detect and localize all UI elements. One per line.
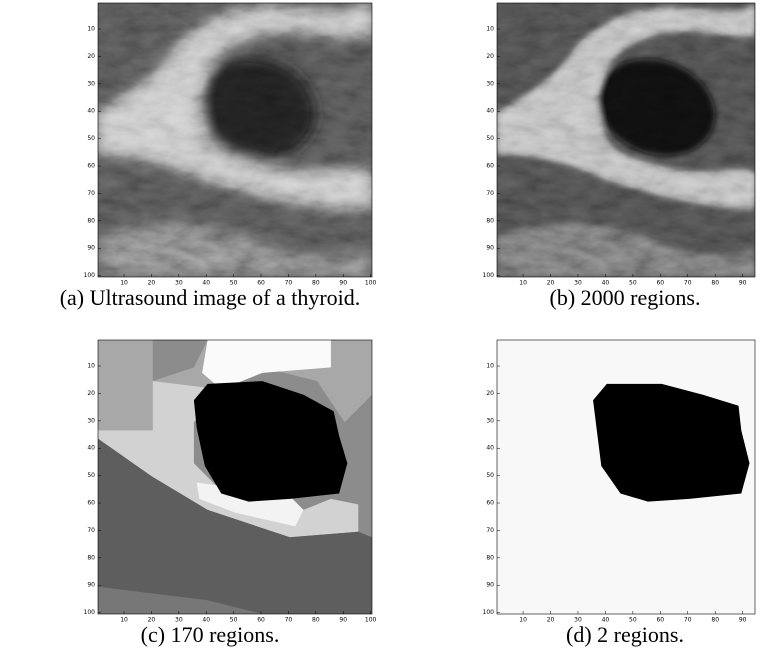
y-tick-label: 30 [486, 80, 494, 87]
y-tick-label: 40 [87, 445, 95, 452]
x-tick-label: 70 [684, 280, 692, 287]
y-tick-label: 90 [87, 582, 95, 589]
y-tick-label: 20 [87, 390, 95, 397]
x-tick-label: 80 [711, 280, 719, 287]
x-tick-label: 30 [574, 280, 582, 287]
x-tick-label: 40 [202, 617, 210, 624]
x-tick-label: 20 [148, 280, 156, 287]
x-tick-label: 10 [519, 617, 527, 624]
y-tick-label: 100 [483, 272, 495, 279]
x-tick-label: 100 [365, 280, 377, 287]
y-tick-label: 50 [486, 135, 494, 142]
y-tick-label: 30 [87, 417, 95, 424]
x-tick-label: 10 [519, 280, 527, 287]
x-tick-label: 20 [547, 280, 555, 287]
x-tick-label: 90 [739, 280, 747, 287]
y-tick-label: 60 [87, 163, 95, 170]
y-tick-label: 80 [87, 217, 95, 224]
caption: (a) Ultrasound image of a thyroid. [60, 285, 361, 310]
y-tick-label: 100 [483, 609, 495, 616]
y-tick-label: 20 [486, 390, 494, 397]
y-tick-label: 10 [87, 363, 95, 370]
x-tick-label: 50 [629, 617, 637, 624]
y-tick-label: 70 [87, 527, 95, 534]
x-tick-label: 70 [285, 617, 293, 624]
x-tick-label: 40 [202, 280, 210, 287]
x-tick-label: 80 [711, 617, 719, 624]
x-tick-label: 60 [656, 280, 664, 287]
y-tick-label: 50 [87, 472, 95, 479]
x-tick-label: 20 [547, 617, 555, 624]
x-tick-label: 50 [629, 280, 637, 287]
x-tick-label: 40 [602, 280, 610, 287]
segmentation-170 [98, 340, 372, 614]
y-tick-label: 70 [87, 190, 95, 197]
x-tick-label: 40 [602, 617, 610, 624]
caption: (c) 170 regions. [141, 622, 280, 647]
axes-frame [496, 339, 756, 615]
segmentation-2 [497, 340, 755, 614]
axes-frame [97, 2, 373, 278]
segmentation-2000 [497, 3, 755, 277]
x-tick-label: 30 [175, 617, 183, 624]
y-tick-label: 60 [486, 500, 494, 507]
y-tick-label: 100 [84, 272, 96, 279]
y-tick-label: 100 [84, 609, 96, 616]
x-tick-label: 10 [120, 280, 128, 287]
y-tick-label: 70 [486, 190, 494, 197]
axes-frame [496, 2, 756, 278]
x-tick-label: 50 [230, 617, 238, 624]
y-tick-label: 50 [87, 135, 95, 142]
x-tick-label: 70 [285, 280, 293, 287]
x-tick-label: 30 [574, 617, 582, 624]
y-tick-label: 70 [486, 527, 494, 534]
caption: (d) 2 regions. [566, 622, 684, 647]
y-tick-label: 30 [486, 417, 494, 424]
ultrasound-image [98, 3, 372, 277]
x-tick-label: 80 [312, 280, 320, 287]
x-tick-label: 60 [257, 280, 265, 287]
y-tick-label: 10 [486, 26, 494, 33]
x-tick-label: 90 [339, 617, 347, 624]
y-tick-label: 20 [486, 53, 494, 60]
y-tick-label: 40 [486, 108, 494, 115]
y-tick-label: 90 [87, 245, 95, 252]
x-tick-label: 100 [365, 617, 377, 624]
y-tick-label: 10 [87, 26, 95, 33]
y-tick-label: 10 [486, 363, 494, 370]
caption: (b) 2000 regions. [550, 285, 701, 310]
x-tick-label: 90 [739, 617, 747, 624]
y-tick-label: 80 [87, 554, 95, 561]
axes-frame [97, 339, 373, 615]
y-tick-label: 50 [486, 472, 494, 479]
y-tick-label: 40 [486, 445, 494, 452]
y-tick-label: 30 [87, 80, 95, 87]
x-tick-label: 50 [230, 280, 238, 287]
y-tick-label: 90 [486, 582, 494, 589]
y-tick-label: 90 [486, 245, 494, 252]
x-tick-label: 80 [312, 617, 320, 624]
x-tick-label: 30 [175, 280, 183, 287]
y-tick-label: 40 [87, 108, 95, 115]
x-tick-label: 90 [339, 280, 347, 287]
y-tick-label: 60 [486, 163, 494, 170]
y-tick-label: 80 [486, 554, 494, 561]
x-tick-label: 70 [684, 617, 692, 624]
y-tick-label: 80 [486, 217, 494, 224]
y-tick-label: 20 [87, 53, 95, 60]
x-tick-label: 10 [120, 617, 128, 624]
x-tick-label: 60 [656, 617, 664, 624]
y-tick-label: 60 [87, 500, 95, 507]
x-tick-label: 60 [257, 617, 265, 624]
x-tick-label: 20 [148, 617, 156, 624]
